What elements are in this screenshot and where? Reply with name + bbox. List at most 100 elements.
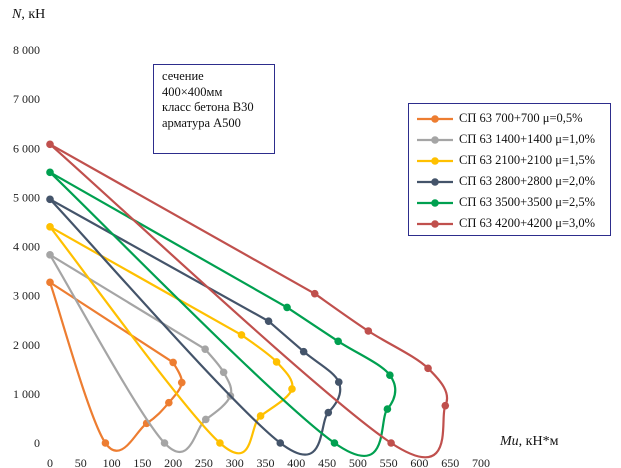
x-tick-label: 250 [195, 456, 213, 468]
note-line-rebar: арматура А500 [162, 115, 241, 130]
data-point [165, 398, 173, 407]
legend-swatch [415, 177, 455, 187]
series-6 [46, 140, 450, 459]
data-point [330, 439, 339, 447]
y-axis-ticks: 0 1 000 2 000 3 000 4 000 5 000 6 000 7 000 8 00… [13, 43, 40, 450]
x-tick-label: 100 [103, 456, 121, 468]
y-tick-label: 1 000 [13, 387, 40, 401]
x-tick-label: 500 [349, 456, 367, 468]
x-tick-label: 150 [133, 456, 151, 468]
y-tick-label: 7 000 [13, 92, 40, 106]
data-point [201, 345, 209, 353]
series-line [49, 171, 288, 309]
x-tick-label: 700 [472, 456, 490, 468]
series-curve [48, 282, 183, 452]
data-point [256, 412, 265, 420]
x-tick-label: 200 [164, 456, 182, 468]
legend-item-6: СП 63 4200+4200 μ=3,0% [415, 213, 610, 234]
note-line-size: 400×400мм [162, 84, 223, 99]
data-point [334, 378, 343, 386]
x-tick-label: 550 [380, 456, 398, 468]
y-tick-label: 4 000 [13, 240, 40, 254]
data-point [237, 331, 246, 339]
note-line-concrete: класс бетона В30 [162, 100, 254, 114]
data-point [201, 415, 210, 424]
x-tick-label: 650 [441, 456, 459, 468]
series-5 [46, 168, 397, 458]
legend-swatch [415, 198, 455, 208]
note-line-section: сечение [162, 69, 204, 83]
legend-swatch [415, 114, 455, 124]
x-tick-label: 350 [257, 456, 275, 468]
data-point [334, 337, 342, 346]
series-2 [46, 251, 235, 453]
legend-label: СП 63 2100+2100 μ=1,5% [459, 153, 596, 167]
data-point [383, 405, 392, 413]
y-tick-label: 0 [34, 436, 40, 450]
x-axis-title: Mu, кН*м [499, 434, 559, 449]
legend-label: СП 63 3500+3500 μ=2,5% [459, 195, 596, 209]
y-tick-label: 2 000 [13, 338, 40, 352]
data-point [441, 401, 450, 410]
x-tick-label: 400 [287, 456, 305, 468]
data-point [169, 358, 177, 367]
legend-label: СП 63 1400+1400 μ=1,0% [459, 132, 596, 146]
y-axis-title: N, кН [11, 7, 45, 22]
legend-item-4: СП 63 2800+2800 μ=2,0% [415, 171, 610, 192]
data-point [386, 371, 394, 380]
legend-swatch [415, 219, 455, 229]
legend-label: СП 63 2800+2800 μ=2,0% [459, 174, 596, 188]
data-point [299, 347, 308, 356]
data-point [324, 408, 333, 417]
data-point [177, 378, 186, 387]
data-point [46, 168, 54, 177]
series-1 [46, 278, 186, 452]
series-line [49, 143, 316, 295]
x-tick-label: 600 [410, 456, 428, 468]
y-tick-label: 6 000 [13, 141, 40, 155]
y-tick-label: 5 000 [13, 190, 40, 204]
y-tick-label: 8 000 [13, 43, 40, 57]
y-tick-label: 3 000 [13, 289, 40, 303]
series-line [49, 198, 270, 323]
series-line [49, 225, 243, 336]
data-point [283, 303, 291, 312]
legend-item-2: СП 63 1400+1400 μ=1,0% [415, 129, 610, 150]
data-point [276, 439, 285, 447]
data-point [160, 439, 169, 447]
data-point [219, 368, 228, 377]
series-4 [46, 195, 343, 456]
data-point [46, 251, 54, 259]
legend: СП 63 700+700 μ=0,5% СП 63 1400+1400 μ=1,… [408, 103, 611, 236]
series-line [49, 253, 206, 351]
data-point [424, 364, 432, 373]
legend-label: СП 63 4200+4200 μ=3,0% [459, 216, 596, 230]
data-point [46, 195, 54, 204]
legend-item-5: СП 63 3500+3500 μ=2,5% [415, 192, 610, 213]
data-point [272, 358, 281, 366]
series-3 [46, 223, 296, 455]
x-axis-ticks: 0 50 100 150 200 250 300 350 400 450 500 550 600 650 7… [47, 456, 490, 468]
x-tick-label: 450 [318, 456, 336, 468]
data-point [364, 327, 373, 335]
legend-item-3: СП 63 2100+2100 μ=1,5% [415, 150, 610, 171]
legend-label: СП 63 700+700 μ=0,5% [459, 111, 583, 125]
data-point [101, 439, 110, 447]
data-point [387, 439, 395, 447]
legend-swatch [415, 135, 455, 145]
data-point [46, 223, 54, 231]
series-layer [46, 140, 450, 459]
legend-item-1: СП 63 700+700 μ=0,5% [415, 108, 610, 129]
data-point [310, 289, 319, 298]
legend-swatch [415, 156, 455, 166]
data-point [288, 385, 296, 393]
section-info-box: сечение 400×400мм класс бетона В30 армат… [153, 64, 275, 154]
x-tick-label: 0 [47, 456, 53, 468]
data-point [46, 278, 54, 287]
data-point [264, 317, 273, 325]
series-line [49, 281, 174, 364]
data-point [46, 140, 54, 149]
data-point [216, 439, 224, 447]
x-tick-label: 300 [226, 456, 244, 468]
